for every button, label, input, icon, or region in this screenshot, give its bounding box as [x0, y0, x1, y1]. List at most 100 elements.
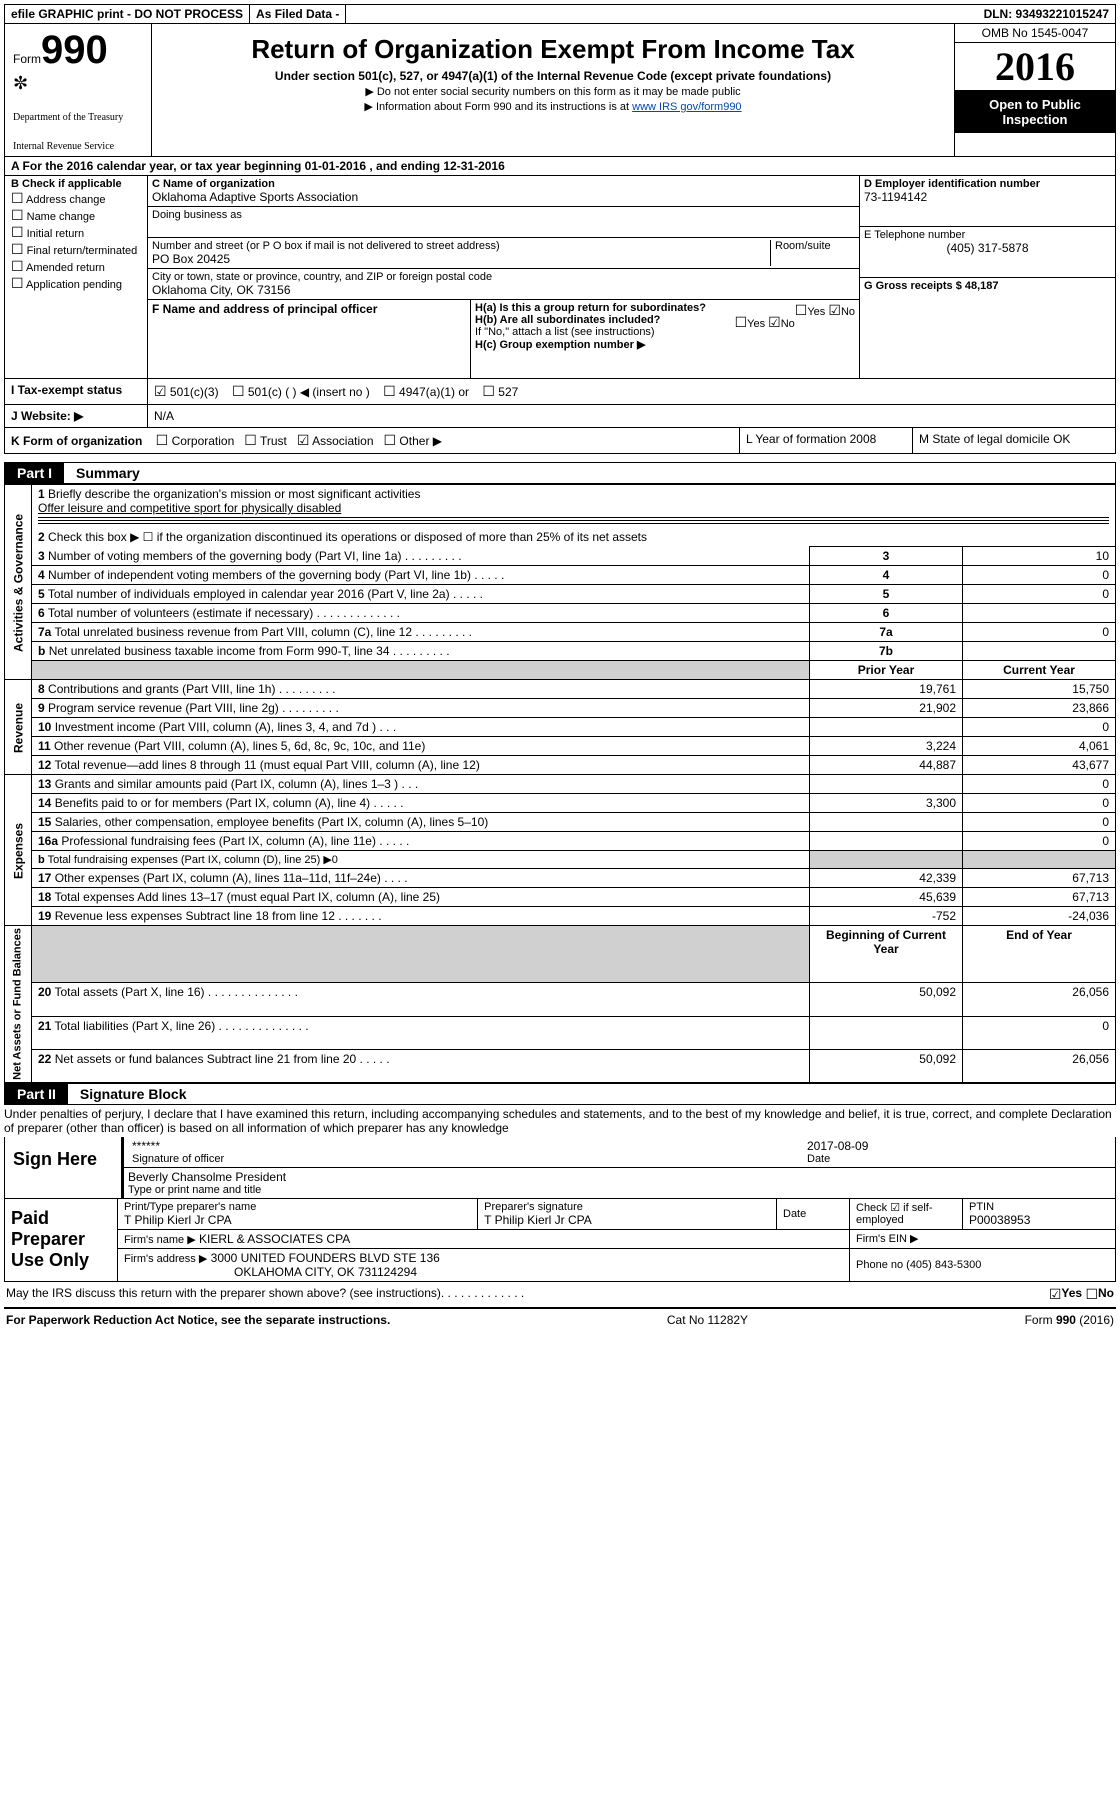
initial-return-checkbox[interactable] [11, 228, 24, 240]
form-number: 990 [41, 28, 108, 73]
part1-header: Part I Summary [4, 462, 1116, 484]
ha-yes-checkbox[interactable] [795, 306, 808, 318]
corp-checkbox[interactable] [156, 434, 169, 448]
dln-label: DLN: 93493221015247 [978, 5, 1115, 23]
line19-label: Revenue less expenses Subtract line 18 f… [55, 909, 335, 923]
line16a-current: 0 [963, 832, 1116, 851]
street-address: PO Box 20425 [152, 252, 770, 266]
name-change-label: Name change [27, 211, 96, 223]
line11-prior: 3,224 [810, 737, 963, 756]
name-change-checkbox[interactable] [11, 211, 24, 223]
other-checkbox[interactable] [384, 434, 397, 448]
part1-title: Summary [64, 463, 152, 483]
self-employed-check: Check ☑ if self-employed [850, 1199, 963, 1230]
form-footer: Form 990 (2016) [1025, 1313, 1114, 1327]
firm-name: KIERL & ASSOCIATES CPA [199, 1232, 350, 1246]
part1-num: Part I [5, 463, 64, 483]
501c-checkbox[interactable] [232, 385, 245, 399]
amended-return-checkbox[interactable] [11, 262, 24, 274]
preparer-name: T Philip Kierl Jr CPA [124, 1213, 471, 1227]
line8-label: Contributions and grants (Part VIII, lin… [48, 682, 275, 696]
part2-title: Signature Block [68, 1084, 199, 1104]
hb-yes-checkbox[interactable] [735, 318, 748, 330]
discuss-yes-label: Yes [1061, 1286, 1082, 1303]
ein-value: 73-1194142 [864, 190, 1111, 204]
form-subtitle: Under section 501(c), 527, or 4947(a)(1)… [160, 69, 946, 83]
form-title: Return of Organization Exempt From Incom… [160, 34, 946, 65]
vlabel-revenue: Revenue [5, 680, 32, 775]
city-state-zip: Oklahoma City, OK 73156 [152, 283, 855, 297]
preparer-sig: T Philip Kierl Jr CPA [484, 1213, 770, 1227]
omb-number: OMB No 1545-0047 [955, 24, 1115, 43]
4947-checkbox[interactable] [383, 385, 396, 399]
ha-no-checkbox[interactable] [828, 306, 841, 318]
sig-stars: ****** [132, 1139, 799, 1153]
ha-yes-label: Yes [807, 306, 825, 318]
addr-change-checkbox[interactable] [11, 194, 24, 206]
assoc-checkbox[interactable] [297, 434, 310, 448]
ha-no-label: No [841, 306, 855, 318]
line13-prior [810, 775, 963, 794]
sig-date-label: Date [807, 1153, 1107, 1165]
line10-prior [810, 718, 963, 737]
trust-checkbox[interactable] [244, 434, 257, 448]
line21-boy [810, 1016, 963, 1049]
line21-label: Total liabilities (Part X, line 26) [54, 1019, 215, 1033]
4947-label: 4947(a)(1) or [399, 385, 469, 399]
row-k: K Form of organization Corporation Trust… [4, 428, 1116, 454]
ptin-label: PTIN [969, 1201, 1109, 1213]
line16b-label: Total fundraising expenses (Part IX, col… [48, 854, 338, 866]
hb-no-checkbox[interactable] [768, 318, 781, 330]
discuss-no-label: No [1098, 1286, 1114, 1303]
dba-label: Doing business as [152, 209, 855, 221]
firm-phone: Phone no (405) 843-5300 [850, 1248, 1116, 1281]
org-name-label: C Name of organization [152, 178, 855, 190]
open-public: Open to Public [959, 97, 1111, 112]
line12-label: Total revenue—add lines 8 through 11 (mu… [54, 758, 479, 772]
line17-prior: 42,339 [810, 869, 963, 888]
firm-name-label: Firm's name ▶ [124, 1234, 196, 1246]
firm-addr-label: Firm's address ▶ [124, 1253, 207, 1265]
firm-city: OKLAHOMA CITY, OK 731124294 [234, 1265, 417, 1279]
asfiled-label: As Filed Data - [250, 5, 346, 23]
line13-current: 0 [963, 775, 1116, 794]
line1-value: Offer leisure and competitive sport for … [38, 501, 341, 515]
line13-label: Grants and similar amounts paid (Part IX… [55, 777, 398, 791]
preparer-name-label: Print/Type preparer's name [124, 1201, 471, 1213]
line22-eoy: 26,056 [963, 1049, 1116, 1082]
line3-value: 10 [963, 547, 1116, 566]
preparer-table: Paid Preparer Use Only Print/Type prepar… [4, 1199, 1116, 1282]
527-checkbox[interactable] [482, 385, 495, 399]
line6-label: Total number of volunteers (estimate if … [48, 606, 313, 620]
line19-prior: -752 [810, 907, 963, 926]
current-year-header: Current Year [963, 661, 1116, 680]
perjury-statement: Under penalties of perjury, I declare th… [4, 1105, 1116, 1137]
ein-label: D Employer identification number [864, 178, 1111, 190]
501c3-checkbox[interactable] [154, 385, 167, 399]
line20-label: Total assets (Part X, line 16) [54, 985, 204, 999]
org-name: Oklahoma Adaptive Sports Association [152, 190, 855, 204]
firm-ein-label: Firm's EIN ▶ [850, 1229, 1116, 1248]
app-pending-checkbox[interactable] [11, 279, 24, 291]
irs-link[interactable]: www IRS gov/form990 [632, 101, 741, 113]
discuss-no-checkbox[interactable] [1085, 1286, 1098, 1303]
line20-boy: 50,092 [810, 983, 963, 1016]
row-j: J Website: ▶ N/A [4, 405, 1116, 428]
hb-note: If "No," attach a list (see instructions… [475, 326, 855, 338]
discuss-yes-checkbox[interactable] [1049, 1286, 1062, 1303]
addr-change-label: Address change [26, 194, 106, 206]
part2-num: Part II [5, 1084, 68, 1104]
line10-label: Investment income (Part VIII, column (A)… [55, 720, 376, 734]
summary-table: Activities & Governance 1 Briefly descri… [4, 484, 1116, 1083]
527-label: 527 [498, 385, 518, 399]
website-value: N/A [148, 405, 1115, 427]
row-i: I Tax-exempt status 501(c)(3) 501(c) ( )… [4, 379, 1116, 405]
final-return-checkbox[interactable] [11, 245, 24, 257]
amended-return-label: Amended return [26, 262, 105, 274]
officer-name-label: Type or print name and title [128, 1184, 1111, 1196]
line12-prior: 44,887 [810, 756, 963, 775]
line16a-label: Professional fundraising fees (Part IX, … [61, 834, 376, 848]
eagle-icon: ✼ [13, 73, 143, 94]
prior-year-header: Prior Year [810, 661, 963, 680]
line9-label: Program service revenue (Part VIII, line… [48, 701, 279, 715]
